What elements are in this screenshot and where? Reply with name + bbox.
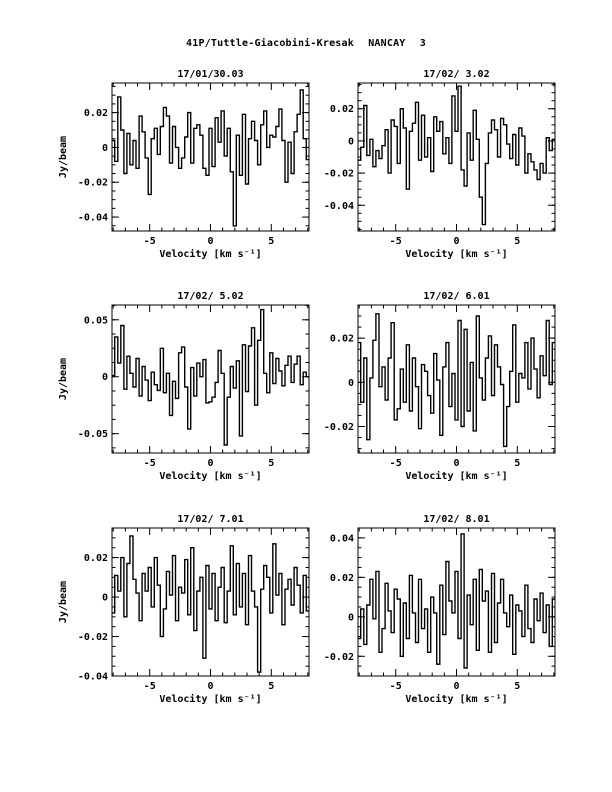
plot-frame bbox=[111, 82, 310, 232]
x-axis-label: Velocity [km s⁻¹] bbox=[405, 248, 507, 260]
x-tick-label: 0 bbox=[453, 681, 459, 692]
y-tick-label: -0.04 bbox=[324, 201, 354, 212]
y-tick-label: 0.02 bbox=[330, 573, 354, 584]
spectrum-line bbox=[112, 89, 309, 227]
chart-panel-2: 17/02/ 3.02 -5 0 5 -0.04 -0.02 0 0.02 Velocity [… bbox=[324, 69, 556, 260]
x-tick-label: -5 bbox=[144, 681, 156, 692]
y-axis-label: Jy/beam bbox=[58, 358, 69, 400]
x-tick-label: -5 bbox=[390, 681, 402, 692]
spectrum-line bbox=[358, 533, 555, 669]
chart-panel-5: 17/02/ 7.01 -5 0 5 -0.04 -0.02 0 0.02 Velocity [… bbox=[58, 514, 310, 705]
spectrum-line bbox=[112, 308, 309, 446]
x-axis-label: Velocity [km s⁻¹] bbox=[159, 470, 261, 482]
x-tick-label: -5 bbox=[144, 458, 156, 469]
x-tick-label: 5 bbox=[514, 236, 520, 247]
chart-panel-6: 17/02/ 8.01 -5 0 5 -0.02 0 0.02 0.04 Velocity [k… bbox=[324, 514, 556, 705]
y-tick-label: -0.02 bbox=[324, 422, 354, 433]
y-tick-label: -0.04 bbox=[78, 213, 108, 224]
panel-title: 17/02/ 8.01 bbox=[423, 514, 489, 525]
x-tick-label: 5 bbox=[514, 458, 520, 469]
y-axis-label: Jy/beam bbox=[58, 581, 69, 623]
x-tick-label: 0 bbox=[453, 236, 459, 247]
x-axis-label: Velocity [km s⁻¹] bbox=[159, 248, 261, 260]
x-tick-label: 5 bbox=[268, 681, 274, 692]
x-tick-label: -5 bbox=[390, 458, 402, 469]
page-title: 41P/Tuttle-Giacobini-Kresak NANCAY 3 bbox=[186, 38, 426, 49]
spectrum-line bbox=[358, 313, 555, 448]
chart-panel-3: 17/02/ 5.02 -5 0 5 -0.05 0 0.05 Velocity [km s⁻… bbox=[58, 291, 310, 482]
x-tick-label: -5 bbox=[390, 236, 402, 247]
x-tick-label: 5 bbox=[268, 458, 274, 469]
y-tick-label: 0.02 bbox=[330, 104, 354, 115]
y-tick-label: -0.02 bbox=[78, 178, 108, 189]
panel-title: 17/02/ 3.02 bbox=[423, 69, 489, 80]
y-tick-label: -0.02 bbox=[324, 169, 354, 180]
y-tick-label: 0 bbox=[348, 612, 354, 623]
x-tick-label: 0 bbox=[207, 458, 213, 469]
y-tick-label: -0.05 bbox=[78, 429, 108, 440]
panel-title: 17/01/30.03 bbox=[177, 69, 243, 80]
y-tick-label: 0 bbox=[348, 378, 354, 389]
chart-panel-4: 17/02/ 6.01 -5 0 5 -0.02 0 0.02 Velocity [km s⁻… bbox=[324, 291, 556, 482]
x-axis-label: Velocity [km s⁻¹] bbox=[405, 693, 507, 705]
x-tick-label: -5 bbox=[144, 236, 156, 247]
y-tick-label: -0.02 bbox=[324, 652, 354, 663]
y-tick-label: 0 bbox=[102, 593, 108, 604]
y-tick-label: 0.04 bbox=[330, 533, 354, 544]
panel-title: 17/02/ 7.01 bbox=[177, 514, 243, 525]
y-tick-label: -0.04 bbox=[78, 672, 108, 683]
x-tick-label: 0 bbox=[453, 458, 459, 469]
y-tick-label: -0.02 bbox=[78, 632, 108, 643]
y-tick-label: 0.05 bbox=[84, 315, 108, 326]
y-tick-label: 0 bbox=[102, 143, 108, 154]
x-tick-label: 5 bbox=[268, 236, 274, 247]
chart-panel-1: 17/01/30.03 -5 0 5 -0.04 -0.02 0 0.02 Velocity [… bbox=[58, 69, 310, 260]
spectrum-line bbox=[358, 85, 555, 226]
x-axis-label: Velocity [km s⁻¹] bbox=[405, 470, 507, 482]
y-tick-label: 0.02 bbox=[330, 334, 354, 345]
y-tick-label: 0.02 bbox=[84, 553, 108, 564]
y-tick-label: 0 bbox=[102, 372, 108, 383]
panel-title: 17/02/ 5.02 bbox=[177, 291, 243, 302]
x-tick-label: 0 bbox=[207, 681, 213, 692]
x-tick-label: 0 bbox=[207, 236, 213, 247]
x-tick-label: 5 bbox=[514, 681, 520, 692]
y-tick-label: 0.02 bbox=[84, 108, 108, 119]
spectrum-line bbox=[112, 535, 309, 673]
y-axis-label: Jy/beam bbox=[58, 136, 69, 178]
x-axis-label: Velocity [km s⁻¹] bbox=[159, 693, 261, 705]
panel-title: 17/02/ 6.01 bbox=[423, 291, 489, 302]
y-tick-label: 0 bbox=[348, 136, 354, 147]
